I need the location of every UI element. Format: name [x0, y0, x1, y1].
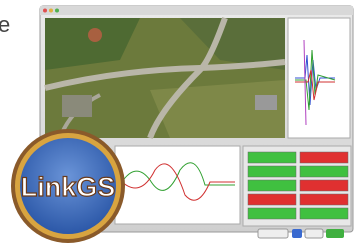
page: e Li: [0, 0, 357, 248]
close-button[interactable]: [43, 9, 47, 13]
status-indicator[interactable]: [300, 208, 348, 219]
minimize-button[interactable]: [49, 9, 53, 13]
logo-badge: LinkGS: [11, 129, 125, 243]
status-panel: [243, 146, 351, 226]
toolbar-button[interactable]: [292, 229, 302, 238]
toolbar-button[interactable]: [305, 229, 323, 238]
title-bar: [40, 6, 353, 15]
connect-button[interactable]: [326, 229, 344, 238]
map-building: [255, 95, 277, 110]
status-indicator[interactable]: [300, 166, 348, 177]
map-playground: [88, 28, 102, 42]
status-indicator[interactable]: [300, 194, 348, 205]
map-view[interactable]: [45, 18, 285, 138]
map-parking: [62, 95, 92, 117]
screenshot: e Li: [0, 0, 357, 248]
zoom-button[interactable]: [55, 9, 59, 13]
status-indicator[interactable]: [248, 194, 296, 205]
logo-text: LinkGS: [21, 172, 116, 202]
bottom-graph: [115, 146, 240, 224]
side-graph: [288, 18, 350, 138]
status-indicator[interactable]: [300, 180, 348, 191]
mode-select[interactable]: [258, 229, 288, 238]
status-indicator[interactable]: [248, 166, 296, 177]
cut-text: e: [0, 12, 10, 37]
status-indicator[interactable]: [248, 208, 296, 219]
status-indicator[interactable]: [248, 180, 296, 191]
status-indicator[interactable]: [248, 152, 296, 163]
status-indicator[interactable]: [300, 152, 348, 163]
